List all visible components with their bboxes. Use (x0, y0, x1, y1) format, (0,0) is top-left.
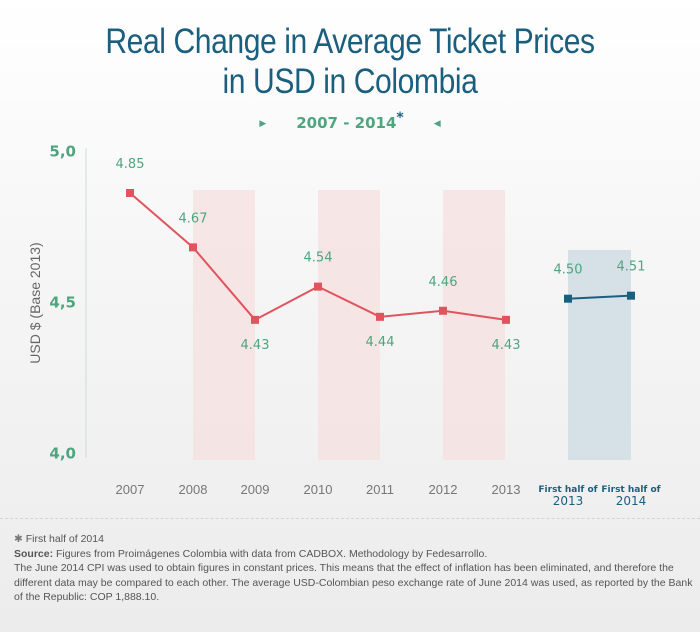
source-note: Source: Figures from Proimágenes Colombi… (14, 547, 694, 562)
highlight-band (318, 190, 380, 460)
data-label: 4.43 (241, 338, 270, 353)
y-tick-label: 4,0 (49, 445, 76, 463)
data-point (502, 315, 510, 324)
x-tick-label: 2012 (429, 482, 458, 497)
x-tick-label: 2013 (553, 494, 584, 508)
line-chart: 5,0 4,5 4,0 USD $ (Base 2013) 4.85 2007 4.67 20… (27, 143, 661, 508)
source-label: Source: (14, 547, 54, 560)
highlight-band-first-half (568, 250, 631, 460)
data-label: 4.46 (429, 275, 458, 290)
x-tick-label: 2010 (304, 482, 333, 497)
asterisk-note-text: First half of 2014 (25, 533, 104, 545)
y-tick-label: 5,0 (49, 143, 76, 161)
subtitle-asterisk: * (396, 110, 404, 126)
data-point (189, 243, 197, 252)
x-tick-label: 2007 (116, 482, 145, 497)
chart-title: Real Change in Average Ticket Prices in … (49, 22, 651, 102)
data-point (564, 294, 572, 303)
data-label: 4.67 (179, 211, 208, 226)
data-label: 4.50 (554, 263, 583, 278)
highlight-band (443, 190, 505, 460)
highlight-band (193, 190, 255, 460)
data-label: 4.44 (366, 335, 395, 350)
footnotes: ✱ First half of 2014 Source: Figures fro… (14, 532, 694, 605)
data-point (439, 306, 447, 315)
y-tick-label: 4,5 (49, 294, 76, 312)
methodology-note: The June 2014 CPI was used to obtain fig… (14, 562, 693, 603)
source-text: Figures from Proimágenes Colombia with d… (53, 547, 488, 560)
asterisk-icon: ✱ (14, 533, 23, 545)
triangle-left-icon: ◀ (433, 119, 441, 129)
asterisk-note: ✱ First half of 2014 (14, 532, 694, 547)
chart-subtitle: ▶ 2007 - 2014* ◀ (0, 110, 700, 132)
data-point (314, 282, 322, 291)
x-tick-label: 2009 (241, 482, 270, 497)
x-tick-label: First half of (538, 485, 597, 495)
data-point (627, 291, 635, 300)
footer-divider (0, 518, 700, 519)
x-tick-label: 2008 (179, 482, 208, 497)
x-tick-label: 2014 (616, 494, 647, 508)
x-tick-label: 2013 (492, 482, 521, 497)
triangle-right-icon: ▶ (259, 119, 267, 129)
series-line (567, 294, 632, 300)
data-label: 4.51 (617, 260, 646, 275)
subtitle-text: 2007 - 2014 (296, 114, 397, 132)
x-tick-label: First half of (601, 485, 660, 495)
chart-title-line-2: in USD in Colombia (222, 62, 478, 101)
data-point (376, 312, 384, 321)
data-label: 4.54 (304, 251, 333, 266)
x-tick-label: 2011 (366, 482, 394, 497)
data-point (126, 189, 134, 197)
y-axis-label: USD $ (Base 2013) (27, 242, 43, 363)
chart-title-line-1: Real Change in Average Ticket Prices (105, 22, 595, 61)
data-point (251, 315, 259, 324)
data-label: 4.43 (492, 338, 521, 353)
data-label: 4.85 (116, 157, 145, 172)
